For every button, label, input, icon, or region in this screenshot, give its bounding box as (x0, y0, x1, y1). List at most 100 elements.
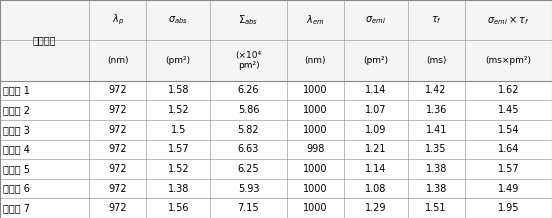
Bar (0, 81, 89, 100)
Text: 1.51: 1.51 (426, 203, 447, 213)
Bar (408, 159, 465, 179)
Bar (344, 40, 408, 81)
Text: 1000: 1000 (303, 85, 327, 95)
Bar (344, 0, 408, 40)
Text: 5.93: 5.93 (238, 184, 259, 194)
Bar (210, 81, 286, 100)
Text: (×10⁴
pm²): (×10⁴ pm²) (236, 51, 262, 70)
Text: (ms×pm²): (ms×pm²) (485, 56, 532, 65)
Text: 1.64: 1.64 (498, 144, 519, 154)
Text: 1.07: 1.07 (365, 105, 386, 115)
Bar (344, 159, 408, 179)
Bar (465, 0, 552, 40)
Text: 1.62: 1.62 (497, 85, 519, 95)
Text: 实施例 5: 实施例 5 (3, 164, 30, 174)
Bar (210, 179, 286, 198)
Bar (344, 140, 408, 159)
Text: 972: 972 (108, 184, 127, 194)
Text: 1.52: 1.52 (167, 164, 189, 174)
Bar (0, 140, 89, 159)
Bar (465, 159, 552, 179)
Bar (286, 198, 344, 218)
Text: 972: 972 (108, 85, 127, 95)
Bar (408, 81, 465, 100)
Bar (210, 198, 286, 218)
Text: 998: 998 (306, 144, 325, 154)
Text: 1.57: 1.57 (497, 164, 519, 174)
Bar (89, 0, 146, 40)
Bar (0, 179, 89, 198)
Text: 实施例 4: 实施例 4 (3, 144, 30, 154)
Bar (286, 40, 344, 81)
Bar (408, 40, 465, 81)
Bar (408, 100, 465, 120)
Text: (nm): (nm) (304, 56, 326, 65)
Text: 972: 972 (108, 125, 127, 135)
Text: 1000: 1000 (303, 105, 327, 115)
Bar (465, 198, 552, 218)
Bar (146, 179, 210, 198)
Text: 实施例 7: 实施例 7 (3, 203, 30, 213)
Bar (0, 198, 89, 218)
Bar (146, 81, 210, 100)
Text: 972: 972 (108, 144, 127, 154)
Bar (344, 100, 408, 120)
Text: 1.38: 1.38 (426, 164, 447, 174)
Bar (344, 81, 408, 100)
Bar (286, 100, 344, 120)
Text: $\lambda_p$: $\lambda_p$ (112, 13, 124, 27)
Bar (146, 198, 210, 218)
Bar (210, 0, 286, 40)
Text: 1.38: 1.38 (426, 184, 447, 194)
Bar (146, 40, 210, 81)
Bar (89, 40, 146, 81)
Text: 972: 972 (108, 105, 127, 115)
Text: 1.49: 1.49 (498, 184, 519, 194)
Text: 1.36: 1.36 (426, 105, 447, 115)
Text: $\sigma_{abs}$: $\sigma_{abs}$ (168, 14, 188, 26)
Bar (89, 179, 146, 198)
Text: $\Sigma_{abs}$: $\Sigma_{abs}$ (238, 13, 258, 27)
Text: 1.09: 1.09 (365, 125, 386, 135)
Text: 1.08: 1.08 (365, 184, 386, 194)
Bar (286, 0, 344, 40)
Text: 5.82: 5.82 (238, 125, 259, 135)
Bar (465, 40, 552, 81)
Bar (146, 120, 210, 140)
Bar (89, 140, 146, 159)
Text: 实施例 2: 实施例 2 (3, 105, 30, 115)
Text: 实施例 3: 实施例 3 (3, 125, 30, 135)
Text: 实施例 1: 实施例 1 (3, 85, 30, 95)
Text: 1.5: 1.5 (171, 125, 186, 135)
Bar (465, 179, 552, 198)
Text: 1.57: 1.57 (167, 144, 189, 154)
Text: 1.54: 1.54 (497, 125, 519, 135)
Text: 5.86: 5.86 (238, 105, 259, 115)
Text: (nm): (nm) (107, 56, 129, 65)
Bar (0, 100, 89, 120)
Bar (89, 120, 146, 140)
Text: 1.42: 1.42 (426, 85, 447, 95)
Bar (286, 140, 344, 159)
Bar (344, 198, 408, 218)
Text: 1.14: 1.14 (365, 85, 386, 95)
Bar (408, 120, 465, 140)
Text: 实施例 6: 实施例 6 (3, 184, 30, 194)
Text: 1.45: 1.45 (497, 105, 519, 115)
Text: (ms): (ms) (426, 56, 447, 65)
Text: 1.58: 1.58 (168, 85, 189, 95)
Text: 6.25: 6.25 (238, 164, 259, 174)
Bar (146, 100, 210, 120)
Bar (0, 120, 89, 140)
Text: 1.29: 1.29 (365, 203, 386, 213)
Text: (pm²): (pm²) (166, 56, 191, 65)
Text: $\tau_f$: $\tau_f$ (431, 14, 442, 26)
Bar (465, 140, 552, 159)
Text: 性能参数: 性能参数 (33, 35, 56, 45)
Bar (408, 140, 465, 159)
Text: 1.38: 1.38 (168, 184, 189, 194)
Bar (344, 179, 408, 198)
Bar (286, 179, 344, 198)
Text: 6.63: 6.63 (238, 144, 259, 154)
Bar (210, 140, 286, 159)
